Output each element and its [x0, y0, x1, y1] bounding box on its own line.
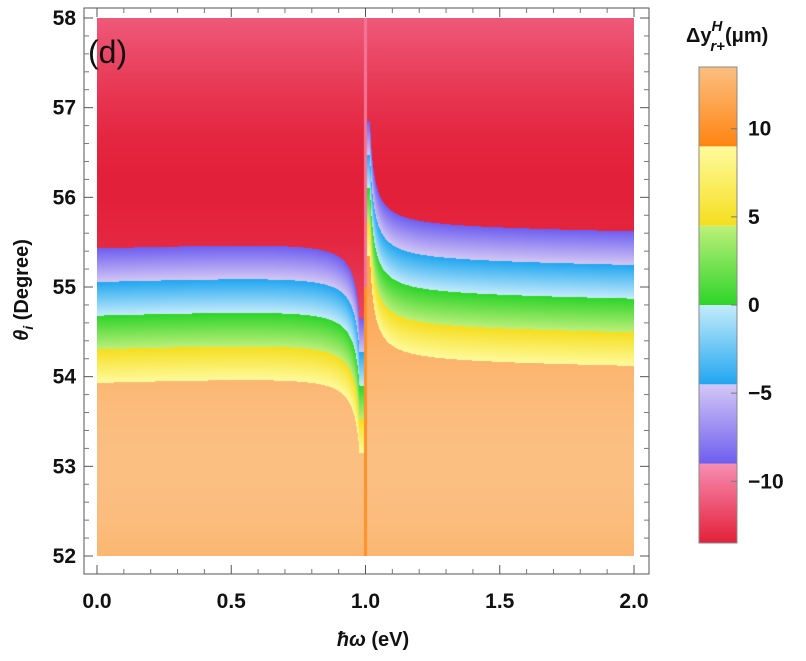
y-axis-title: θi (Degree)	[11, 239, 36, 341]
colorbar-band	[699, 463, 737, 543]
x-axis-symbol: ħω	[337, 629, 366, 651]
x-tick-label: 1.5	[485, 590, 515, 613]
y-tick-label: 53	[53, 455, 76, 478]
colorbar-band	[699, 67, 737, 147]
colorbar-tick-label: 5	[748, 206, 760, 229]
heatmap-image	[97, 18, 634, 556]
colorbar-band	[699, 384, 737, 464]
colorbar-title-prefix: Δy	[686, 25, 712, 47]
colorbar-tick-label: −5	[748, 382, 772, 405]
x-axis-unit: (eV)	[366, 629, 409, 651]
y-axis: 52 53 54 55 56 57 58	[53, 7, 649, 568]
colorbar-ticks: 10 5 0 −5 −10	[731, 118, 784, 493]
plot-area: (d)	[83, 7, 650, 575]
y-tick-label: 55	[53, 276, 77, 299]
colorbar-band	[699, 225, 737, 305]
colorbar-band	[699, 146, 737, 226]
colorbar-tick-label: −10	[748, 470, 784, 493]
y-axis-symbol: θ	[11, 330, 33, 341]
panel-label: (d)	[88, 34, 127, 70]
colorbar-title-unit: (μm)	[725, 25, 768, 47]
y-tick-label: 54	[53, 366, 77, 389]
colorbar-band	[699, 305, 737, 385]
x-tick-label: 1.0	[351, 590, 380, 613]
x-tick-label: 0.0	[82, 590, 111, 613]
y-tick-label: 57	[53, 97, 76, 120]
y-tick-label: 56	[53, 186, 76, 209]
y-axis-unit: (Degree)	[11, 239, 33, 326]
colorbar-bands	[699, 67, 737, 543]
colorbar-tick-label: 10	[748, 118, 771, 141]
x-tick-label: 0.5	[217, 590, 247, 613]
y-tick-label: 58	[53, 7, 77, 30]
colorbar: ΔyH r+(μm) 10 5 0 −5 −10	[686, 18, 784, 544]
colorbar-title-superscript: H	[712, 18, 724, 35]
x-axis: 0.0 0.5 1.0 1.5 2.0	[82, 8, 649, 613]
y-axis-subscript: i	[20, 325, 36, 330]
colorbar-title: ΔyH r+(μm)	[686, 18, 768, 55]
x-axis-title: ħω (eV)	[337, 629, 409, 651]
y-tick-label: 52	[53, 545, 76, 568]
x-tick-label: 2.0	[619, 590, 648, 613]
colorbar-tick-label: 0	[748, 294, 760, 317]
colorbar-title-subscript: r+	[710, 38, 725, 55]
